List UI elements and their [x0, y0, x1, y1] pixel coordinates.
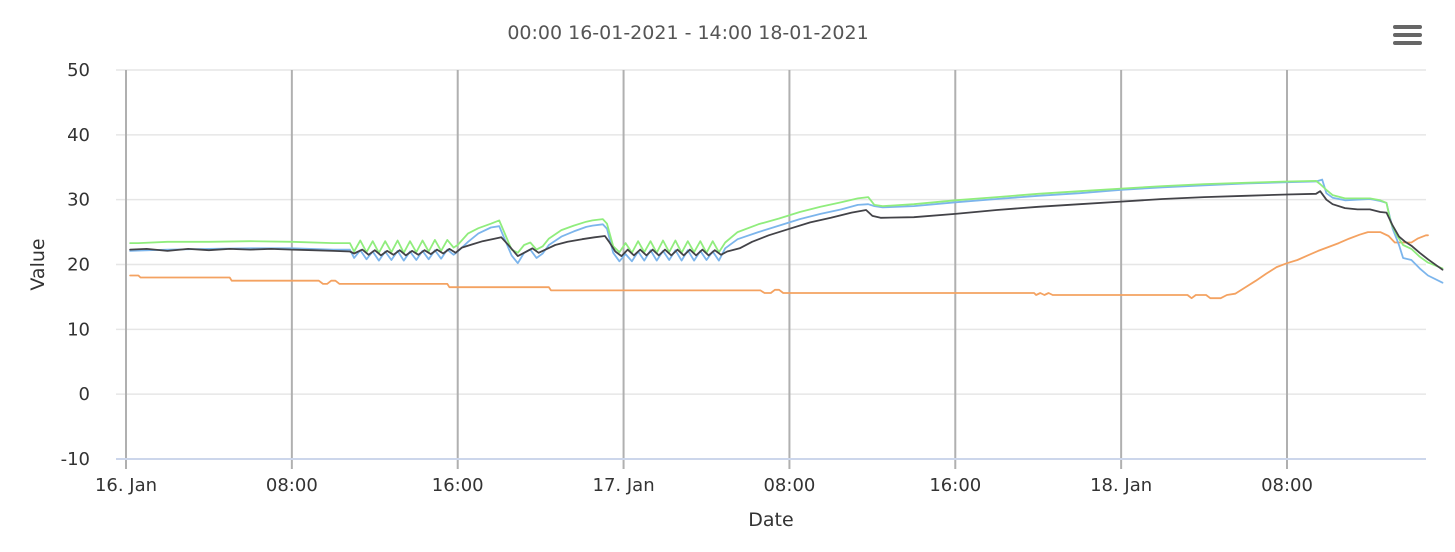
y-tick-label: 0	[79, 384, 90, 405]
x-tick-label: 17. Jan	[593, 475, 655, 496]
y-tick-label: 30	[67, 190, 90, 211]
x-tick-label: 16:00	[432, 475, 484, 496]
chart-title: 00:00 16-01-2021 - 14:00 18-01-2021	[507, 22, 868, 44]
y-tick-label: -10	[61, 449, 90, 470]
x-tick-label: 16. Jan	[95, 475, 157, 496]
series-line-1	[129, 231, 1429, 300]
menu-icon	[1393, 25, 1422, 29]
x-tick-label: 18. Jan	[1090, 475, 1152, 496]
x-tick-label: 08:00	[266, 475, 318, 496]
x-tick-label: 08:00	[1261, 475, 1313, 496]
y-tick-label: 40	[67, 125, 90, 146]
series-lines	[129, 178, 1444, 300]
x-tick-label: 16:00	[929, 475, 981, 496]
y-tick-label: 50	[67, 60, 90, 81]
y-tick-label: 10	[67, 319, 90, 340]
x-tick-label: 08:00	[763, 475, 815, 496]
y-tick-labels: -10 0 10 20 30 40 50	[61, 60, 90, 470]
y-tick-label: 20	[67, 255, 90, 276]
x-axis-label: Date	[748, 509, 793, 531]
x-tick-labels: 16. Jan 08:00 16:00 17. Jan 08:00 16:00 18. Ja…	[95, 475, 1313, 496]
x-gridlines	[125, 70, 1288, 469]
series-line-4	[129, 190, 1444, 271]
chart-menu-button[interactable]	[1386, 18, 1428, 54]
y-axis-label: Value	[27, 238, 49, 290]
y-gridlines	[116, 69, 1426, 395]
